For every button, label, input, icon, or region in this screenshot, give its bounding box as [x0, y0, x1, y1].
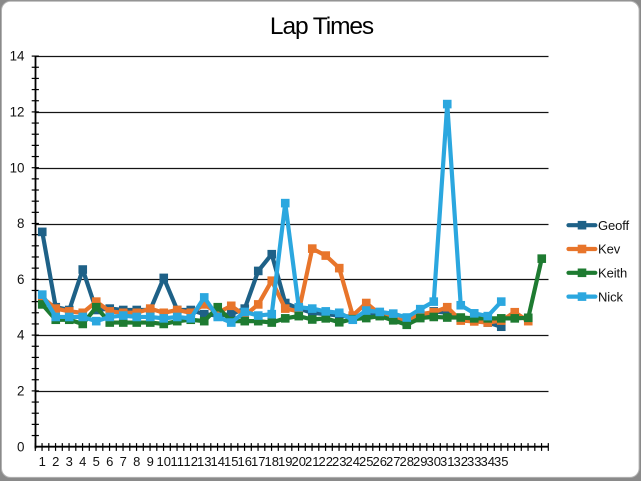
svg-text:15: 15 — [224, 454, 238, 469]
svg-text:Geoff: Geoff — [598, 218, 630, 233]
svg-text:34: 34 — [481, 454, 495, 469]
svg-text:26: 26 — [373, 454, 387, 469]
svg-text:29: 29 — [413, 454, 427, 469]
svg-text:13: 13 — [197, 454, 211, 469]
svg-text:33: 33 — [467, 454, 481, 469]
svg-text:4: 4 — [17, 328, 25, 343]
svg-text:20: 20 — [292, 454, 306, 469]
svg-text:32: 32 — [454, 454, 468, 469]
svg-text:Lap Times: Lap Times — [270, 13, 374, 40]
svg-text:2: 2 — [17, 384, 24, 399]
svg-text:22: 22 — [319, 454, 333, 469]
svg-text:30: 30 — [427, 454, 441, 469]
svg-text:14: 14 — [10, 49, 25, 64]
svg-text:16: 16 — [238, 454, 252, 469]
svg-text:18: 18 — [265, 454, 279, 469]
svg-text:0: 0 — [17, 439, 24, 454]
svg-text:2: 2 — [52, 454, 59, 469]
svg-text:12: 12 — [184, 454, 198, 469]
svg-text:35: 35 — [494, 454, 508, 469]
svg-text:3: 3 — [66, 454, 73, 469]
svg-text:Nick: Nick — [598, 289, 623, 304]
svg-text:Kev: Kev — [598, 242, 621, 257]
svg-text:10: 10 — [157, 454, 171, 469]
svg-text:Keith: Keith — [598, 266, 627, 281]
svg-text:21: 21 — [305, 454, 319, 469]
svg-text:27: 27 — [386, 454, 400, 469]
svg-text:6: 6 — [17, 272, 24, 287]
svg-text:9: 9 — [147, 454, 154, 469]
svg-text:4: 4 — [79, 454, 86, 469]
svg-text:14: 14 — [211, 454, 225, 469]
svg-text:8: 8 — [133, 454, 140, 469]
svg-text:17: 17 — [251, 454, 265, 469]
svg-text:8: 8 — [17, 216, 24, 231]
svg-text:12: 12 — [10, 105, 25, 120]
svg-text:7: 7 — [120, 454, 127, 469]
svg-text:19: 19 — [278, 454, 292, 469]
svg-text:1: 1 — [39, 454, 46, 469]
svg-text:5: 5 — [93, 454, 100, 469]
svg-text:24: 24 — [346, 454, 360, 469]
svg-text:10: 10 — [10, 160, 25, 175]
svg-text:11: 11 — [171, 454, 185, 469]
svg-text:6: 6 — [106, 454, 113, 469]
svg-text:31: 31 — [440, 454, 454, 469]
svg-text:28: 28 — [400, 454, 414, 469]
svg-text:23: 23 — [332, 454, 346, 469]
svg-text:25: 25 — [359, 454, 373, 469]
